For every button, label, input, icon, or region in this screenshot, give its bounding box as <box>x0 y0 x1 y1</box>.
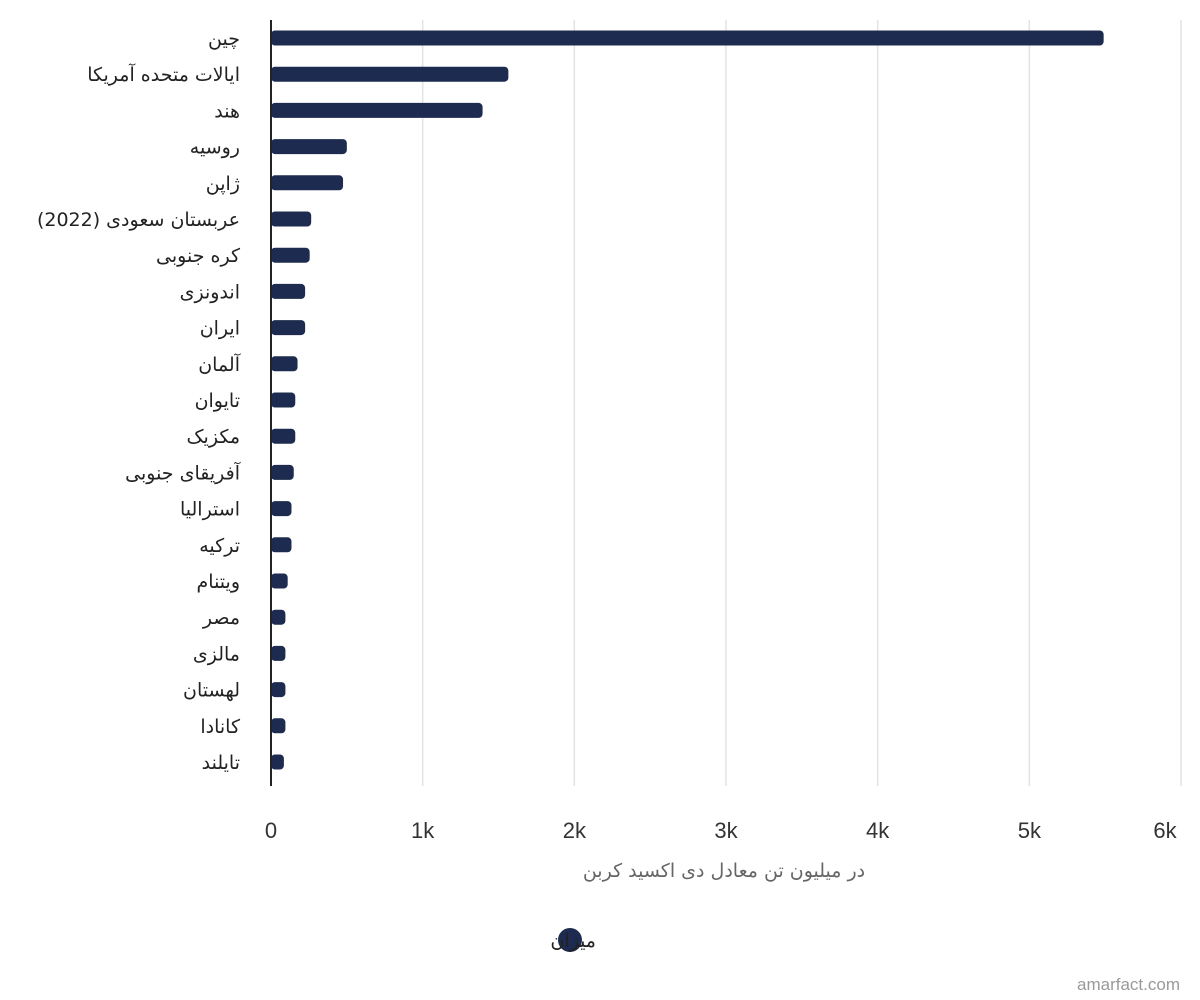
category-label: هند <box>214 100 240 122</box>
category-label: آفریقای جنوبی <box>125 460 241 484</box>
bar[interactable] <box>271 211 312 227</box>
category-label: مالزی <box>193 643 240 665</box>
x-tick-label: 3k <box>714 818 738 843</box>
bar[interactable] <box>271 102 483 118</box>
category-label: عربستان سعودی (2022) <box>37 209 240 231</box>
category-label: ژاپن <box>206 173 240 195</box>
category-label: تایلند <box>202 752 240 774</box>
category-label: مکزیک <box>187 426 240 448</box>
bar[interactable] <box>271 537 292 553</box>
category-label: لهستان <box>183 680 240 702</box>
gridlines <box>421 20 1182 786</box>
category-label: اندونزی <box>180 281 240 303</box>
bar[interactable] <box>271 30 1104 46</box>
x-tick-label: 0 <box>265 818 277 843</box>
x-tick-label: 5k <box>1018 818 1042 843</box>
bar[interactable] <box>271 66 509 82</box>
category-label: چین <box>208 28 240 50</box>
category-label: مصر <box>202 607 240 629</box>
category-label: ترکیه <box>199 535 240 557</box>
category-label: کره جنوبی <box>156 245 241 267</box>
bar[interactable] <box>271 718 286 734</box>
x-tick-labels: 0 1k 2k 3k 4k 5k 6k <box>265 818 1178 843</box>
category-label: استرالیا <box>180 499 240 521</box>
category-label: تایوان <box>195 390 240 412</box>
bar[interactable] <box>271 320 306 336</box>
x-tick-label: 1k <box>411 818 435 843</box>
credit-text: amarfact.com <box>1077 975 1180 994</box>
x-tick-label: 4k <box>866 818 890 843</box>
legend[interactable]: میزان <box>550 928 596 952</box>
category-label: روسیه <box>190 137 240 159</box>
bar[interactable] <box>271 283 306 299</box>
bar[interactable] <box>271 501 292 517</box>
bar[interactable] <box>271 392 296 408</box>
legend-label: میزان <box>550 930 596 952</box>
bar[interactable] <box>271 609 286 625</box>
bar[interactable] <box>271 754 284 770</box>
x-tick-label: 6k <box>1153 818 1177 843</box>
bar[interactable] <box>271 428 296 444</box>
bar[interactable] <box>271 356 298 372</box>
category-labels: چین ایالات متحده آمریکا هند روسیه ژاپن عربستا… <box>37 28 241 774</box>
bar[interactable] <box>271 645 286 661</box>
legend-marker <box>558 928 582 952</box>
bar[interactable] <box>271 464 294 480</box>
category-label: ایران <box>200 318 240 340</box>
bar[interactable] <box>271 573 288 589</box>
bar[interactable] <box>271 247 310 263</box>
category-label: آلمان <box>198 352 241 376</box>
category-label: ایالات متحده آمریکا <box>87 62 240 86</box>
category-label: کانادا <box>200 716 241 738</box>
x-tick-label: 2k <box>563 818 587 843</box>
x-axis-title: در میلیون تن معادل دی اکسید کربن <box>583 860 865 882</box>
bar[interactable] <box>271 175 344 191</box>
bar[interactable] <box>271 139 347 155</box>
category-label: ویتنام <box>197 571 240 593</box>
bars <box>271 30 1104 770</box>
bar[interactable] <box>271 682 286 698</box>
